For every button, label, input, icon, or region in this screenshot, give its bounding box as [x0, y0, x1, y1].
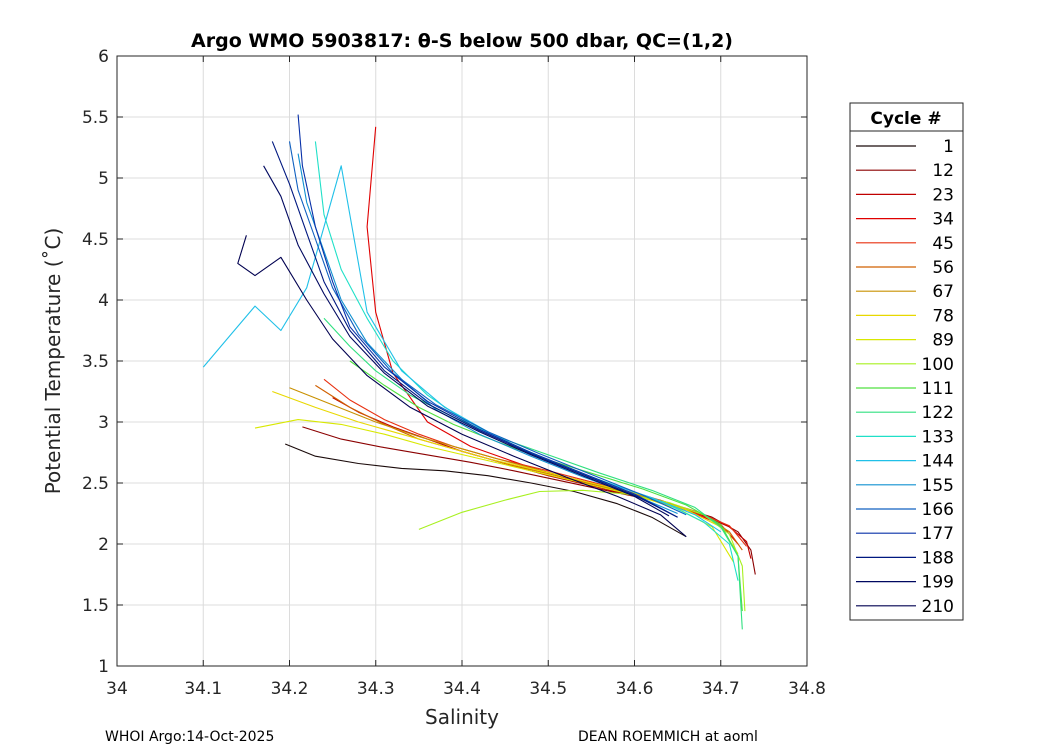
legend-entry-label: 111: [922, 379, 954, 399]
series-line-cycle-34: [366, 126, 739, 545]
y-tick-label: 4: [98, 291, 109, 311]
legend-entry-label: 1: [943, 137, 954, 157]
legend-entry-label: 100: [922, 355, 954, 375]
y-tick-label: 2: [98, 535, 109, 555]
series-line-cycle-111: [349, 360, 743, 612]
series-line-cycle-177: [297, 114, 678, 518]
series-line-cycle-45: [323, 378, 748, 547]
y-axis-label: Potential Temperature (˚C): [41, 228, 65, 495]
x-tick-label: 34: [106, 679, 128, 699]
y-tick-label: 6: [98, 47, 109, 67]
y-tick-label: 3.5: [82, 352, 109, 372]
legend-entry-label: 155: [922, 476, 954, 496]
y-tick-label: 2.5: [82, 474, 109, 494]
series-line-cycle-144: [202, 165, 722, 533]
series-line-cycle-122: [323, 317, 743, 630]
chart-title: Argo WMO 5903817: θ-S below 500 dbar, QC…: [191, 30, 733, 52]
x-tick-label: 34.1: [184, 679, 222, 699]
y-tick-label: 5.5: [82, 108, 109, 128]
legend-entry-label: 23: [932, 185, 954, 205]
x-tick-label: 34.4: [443, 679, 481, 699]
legend-entry-label: 210: [922, 597, 954, 617]
legend-entry-label: 199: [922, 573, 954, 593]
legend-box: [849, 102, 964, 621]
series-line-cycle-199: [263, 165, 670, 517]
y-tick-label: 1.5: [82, 596, 109, 616]
legend-entry-label: 122: [922, 403, 954, 423]
legend-entry-label: 166: [922, 500, 954, 520]
y-tick-label: 1: [98, 657, 109, 677]
legend-title: Cycle #: [870, 109, 941, 129]
legend-entry-label: 133: [922, 427, 954, 447]
legend-entry-label: 188: [922, 548, 954, 568]
legend-entry-label: 56: [932, 258, 954, 278]
series-line-cycle-23: [332, 397, 752, 559]
series-line-cycle-210: [237, 235, 687, 538]
legend-entry-label: 34: [932, 210, 954, 230]
y-tick-label: 4.5: [82, 230, 109, 250]
legend-entry-label: 144: [922, 452, 954, 472]
series-line-cycle-1: [284, 443, 687, 538]
x-tick-label: 34.5: [529, 679, 567, 699]
x-tick-label: 34.8: [788, 679, 826, 699]
footer-right: DEAN ROEMMICH at aoml: [578, 729, 758, 745]
x-axis-label: Salinity: [425, 705, 499, 729]
x-tick-label: 34.3: [357, 679, 395, 699]
tick-layer: 34 34.1 34.2 34.3 34.4 34.5 34.6 34.7 34.811.522…: [82, 47, 826, 699]
legend-entry-label: 177: [922, 524, 954, 544]
legend-entry-label: 67: [932, 282, 954, 302]
legend-entry-label: 12: [932, 161, 954, 181]
x-tick-label: 34.6: [616, 679, 654, 699]
y-tick-label: 5: [98, 169, 109, 189]
series-line-cycle-100: [418, 489, 746, 612]
legend-entries: 1 12 23 34 45 56 67 78 89 100 111 122 133 144 155 166 17…: [856, 137, 954, 617]
grid: [116, 55, 808, 667]
legend-entry-label: 45: [932, 234, 954, 254]
y-tick-label: 3: [98, 413, 109, 433]
series-line-cycle-166: [288, 141, 687, 516]
legend-entry-label: 78: [932, 306, 954, 326]
series-line-cycle-78: [272, 390, 739, 555]
x-tick-label: 34.2: [271, 679, 309, 699]
legend: Cycle # 1 12 23 34 45 56 67 78 89 100 111 122 133 144…: [849, 102, 964, 621]
legend-entry-label: 89: [932, 331, 954, 351]
footer-left: WHOI Argo:14-Oct-2025: [105, 729, 274, 745]
series-line-cycle-188: [271, 141, 678, 518]
series-layer: [202, 114, 756, 630]
x-tick-label: 34.7: [702, 679, 740, 699]
series-line-cycle-12: [302, 426, 756, 575]
